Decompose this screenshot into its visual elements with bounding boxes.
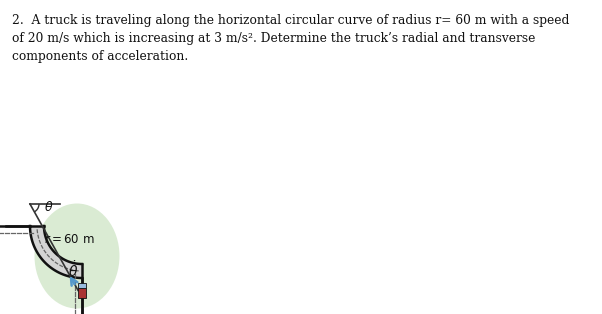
Text: $\dot{\theta}$: $\dot{\theta}$ <box>68 261 78 280</box>
Text: $\theta$: $\theta$ <box>44 200 54 214</box>
Ellipse shape <box>34 203 120 308</box>
Polygon shape <box>78 284 86 288</box>
Wedge shape <box>30 226 82 278</box>
Polygon shape <box>78 288 86 298</box>
Text: 2.  A truck is traveling along the horizontal circular curve of radius r= 60 m w: 2. A truck is traveling along the horizo… <box>12 14 569 27</box>
Text: components of acceleration.: components of acceleration. <box>12 50 188 63</box>
Text: $r = 60\ \mathrm{m}$: $r = 60\ \mathrm{m}$ <box>44 233 95 246</box>
Text: of 20 m/s which is increasing at 3 m/s². Determine the truck’s radial and transv: of 20 m/s which is increasing at 3 m/s².… <box>12 32 535 45</box>
